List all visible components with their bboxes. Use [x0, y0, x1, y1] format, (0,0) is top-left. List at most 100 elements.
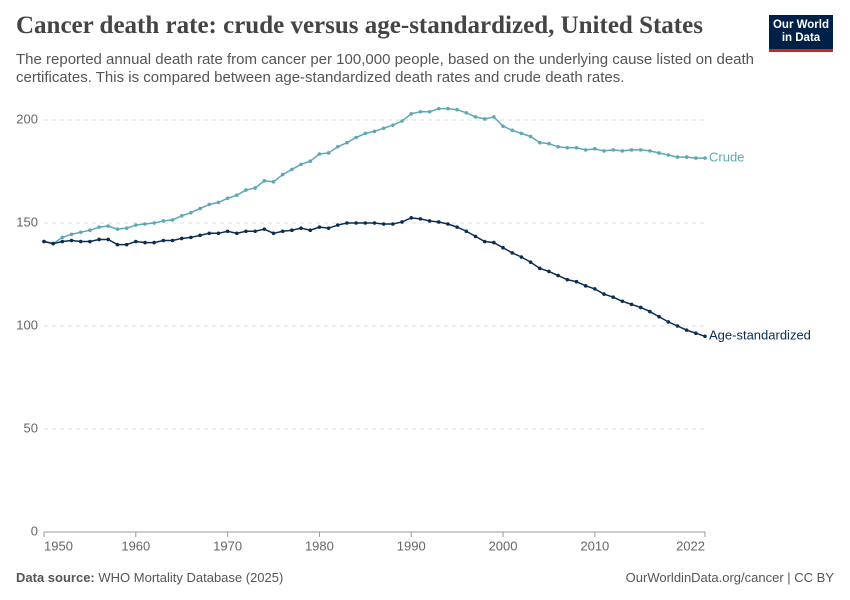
- data-point: [326, 226, 331, 230]
- data-point: [78, 239, 83, 244]
- footer-link[interactable]: OurWorldinData.org/cancer | CC BY: [625, 570, 834, 585]
- data-point: [593, 147, 597, 151]
- data-point: [510, 128, 515, 133]
- y-tick-label: 0: [31, 523, 38, 538]
- data-point: [253, 229, 257, 234]
- data-point: [51, 241, 55, 246]
- y-tick-label: 50: [24, 420, 38, 435]
- data-point: [501, 245, 505, 250]
- data-point: [501, 124, 505, 128]
- data-point: [143, 240, 147, 245]
- data-point: [391, 222, 395, 226]
- data-point: [657, 151, 661, 155]
- data-point: [611, 295, 615, 299]
- data-point: [446, 222, 450, 226]
- data-point: [574, 146, 579, 150]
- data-point: [620, 149, 625, 153]
- data-point: [69, 232, 74, 237]
- data-point: [547, 269, 551, 274]
- data-point: [106, 224, 111, 228]
- data-point: [519, 131, 524, 136]
- data-point: [299, 162, 303, 167]
- x-tick-label: 1970: [213, 538, 242, 553]
- data-point: [427, 219, 432, 223]
- data-point: [97, 237, 101, 242]
- data-point: [519, 255, 524, 259]
- data-point: [400, 220, 404, 224]
- data-point: [464, 229, 469, 234]
- data-point: [593, 287, 597, 291]
- data-point: [290, 228, 294, 233]
- data-point: [565, 277, 570, 282]
- data-point: [280, 229, 285, 234]
- data-point: [464, 110, 469, 115]
- data-point: [60, 235, 65, 240]
- data-point: [262, 178, 267, 183]
- x-tick-label: 2022: [676, 538, 705, 553]
- data-point: [354, 135, 358, 140]
- data-point: [583, 148, 588, 152]
- x-tick-label: 2010: [580, 538, 609, 553]
- data-point: [299, 226, 303, 230]
- data-point: [97, 225, 101, 229]
- data-point: [234, 193, 239, 197]
- data-point: [694, 156, 698, 160]
- data-point: [271, 180, 276, 184]
- data-point: [638, 305, 643, 310]
- data-point: [666, 320, 671, 324]
- data-point: [492, 240, 496, 245]
- data-point: [225, 196, 230, 201]
- data-point: [400, 119, 404, 123]
- logo[interactable]: Our World in Data: [769, 15, 833, 52]
- x-tick-label: 1950: [44, 538, 73, 553]
- data-point: [482, 239, 487, 244]
- data-point: [684, 328, 689, 332]
- x-tick-label: 1990: [397, 538, 426, 553]
- source-note: Data source: WHO Mortality Database (202…: [16, 570, 283, 585]
- data-point: [473, 115, 478, 119]
- data-point: [143, 222, 147, 226]
- data-point: [198, 233, 202, 238]
- data-point: [134, 223, 138, 227]
- data-point: [418, 109, 423, 114]
- data-point: [354, 221, 358, 225]
- data-point: [189, 235, 193, 240]
- x-tick-label: 1960: [121, 538, 150, 553]
- x-tick-label: 2000: [489, 538, 518, 553]
- data-point: [42, 239, 46, 244]
- data-point: [170, 238, 175, 243]
- data-point: [482, 117, 487, 121]
- data-point: [537, 140, 542, 145]
- data-point: [106, 237, 111, 242]
- data-point: [345, 221, 349, 225]
- data-point: [556, 273, 560, 278]
- data-point: [703, 334, 707, 339]
- data-point: [326, 151, 331, 155]
- data-point: [124, 226, 129, 230]
- data-point: [115, 242, 120, 247]
- data-point: [611, 148, 615, 152]
- series-label: Age-standardized: [709, 328, 811, 343]
- data-point: [473, 234, 478, 239]
- data-point: [253, 186, 257, 190]
- source-text: WHO Mortality Database (2025): [98, 570, 284, 585]
- data-point: [189, 210, 193, 215]
- data-point: [583, 284, 588, 288]
- data-point: [620, 299, 625, 304]
- data-point: [418, 217, 423, 221]
- data-point: [308, 159, 313, 163]
- data-point: [657, 314, 661, 319]
- data-point: [565, 146, 570, 150]
- data-point: [60, 239, 65, 244]
- data-point: [372, 221, 377, 225]
- data-point: [427, 109, 432, 114]
- data-point: [280, 172, 285, 177]
- data-point: [391, 123, 395, 127]
- y-tick-label: 150: [16, 214, 38, 229]
- data-point: [161, 238, 166, 243]
- data-point: [629, 302, 634, 307]
- series-label: Crude: [709, 150, 744, 165]
- data-point: [455, 107, 459, 112]
